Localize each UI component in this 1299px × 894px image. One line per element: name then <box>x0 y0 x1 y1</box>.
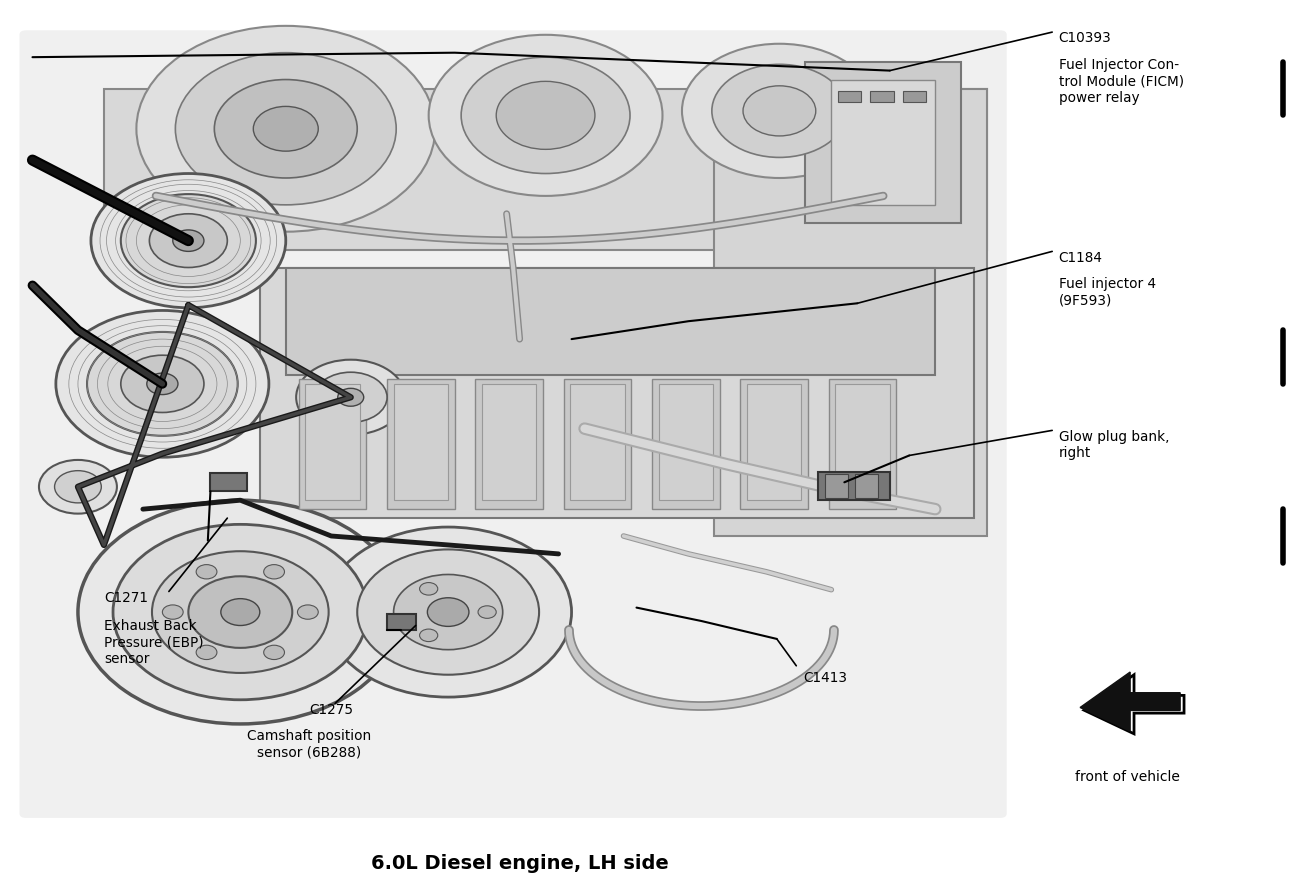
Circle shape <box>147 374 178 395</box>
Circle shape <box>55 471 101 503</box>
Circle shape <box>121 195 256 288</box>
Circle shape <box>314 373 387 423</box>
Polygon shape <box>1083 675 1183 734</box>
Circle shape <box>325 527 572 697</box>
Circle shape <box>496 82 595 150</box>
Circle shape <box>427 598 469 627</box>
Circle shape <box>196 645 217 660</box>
FancyBboxPatch shape <box>659 384 713 501</box>
Circle shape <box>743 87 816 137</box>
Circle shape <box>152 552 329 673</box>
Circle shape <box>149 215 227 268</box>
FancyBboxPatch shape <box>838 92 861 103</box>
Circle shape <box>429 36 662 197</box>
Circle shape <box>420 629 438 642</box>
Circle shape <box>214 80 357 179</box>
Text: Glow plug bank,
right: Glow plug bank, right <box>1059 429 1169 460</box>
FancyBboxPatch shape <box>835 384 890 501</box>
FancyBboxPatch shape <box>903 92 926 103</box>
Circle shape <box>357 550 539 675</box>
Text: C1271: C1271 <box>104 590 148 604</box>
FancyBboxPatch shape <box>831 80 935 206</box>
Circle shape <box>196 565 217 579</box>
FancyBboxPatch shape <box>714 89 987 536</box>
Text: C1184: C1184 <box>1059 250 1103 265</box>
Circle shape <box>188 577 292 648</box>
FancyBboxPatch shape <box>818 472 890 501</box>
Text: C1413: C1413 <box>803 670 847 685</box>
Circle shape <box>162 605 183 620</box>
Text: C1275: C1275 <box>309 702 353 716</box>
FancyBboxPatch shape <box>747 384 801 501</box>
FancyBboxPatch shape <box>387 380 455 510</box>
Circle shape <box>173 231 204 252</box>
FancyBboxPatch shape <box>482 384 536 501</box>
FancyBboxPatch shape <box>740 380 808 510</box>
FancyBboxPatch shape <box>870 92 894 103</box>
Circle shape <box>264 645 284 660</box>
Text: Fuel injector 4
(9F593): Fuel injector 4 (9F593) <box>1059 277 1156 308</box>
Text: C10393: C10393 <box>1059 31 1112 46</box>
Circle shape <box>682 45 877 179</box>
Circle shape <box>420 583 438 595</box>
Circle shape <box>297 605 318 620</box>
FancyBboxPatch shape <box>260 268 974 519</box>
Circle shape <box>461 58 630 174</box>
FancyBboxPatch shape <box>564 380 631 510</box>
FancyBboxPatch shape <box>394 384 448 501</box>
FancyBboxPatch shape <box>299 380 366 510</box>
Circle shape <box>56 311 269 458</box>
FancyBboxPatch shape <box>570 384 625 501</box>
FancyBboxPatch shape <box>387 614 416 630</box>
Circle shape <box>221 599 260 626</box>
Text: Fuel Injector Con-
trol Module (FICM)
power relay: Fuel Injector Con- trol Module (FICM) po… <box>1059 58 1183 105</box>
FancyBboxPatch shape <box>104 89 987 250</box>
Circle shape <box>136 27 435 232</box>
Circle shape <box>91 174 286 308</box>
FancyBboxPatch shape <box>19 31 1007 818</box>
FancyBboxPatch shape <box>475 380 543 510</box>
FancyBboxPatch shape <box>829 380 896 510</box>
Circle shape <box>712 65 847 158</box>
Circle shape <box>39 460 117 514</box>
FancyBboxPatch shape <box>855 475 878 498</box>
Circle shape <box>264 565 284 579</box>
Circle shape <box>338 389 364 407</box>
Polygon shape <box>1081 672 1179 731</box>
FancyBboxPatch shape <box>805 63 961 224</box>
Circle shape <box>121 356 204 413</box>
Text: Exhaust Back
Pressure (EBP)
sensor: Exhaust Back Pressure (EBP) sensor <box>104 619 204 665</box>
Circle shape <box>394 575 503 650</box>
Circle shape <box>87 333 238 436</box>
Circle shape <box>296 360 405 435</box>
Circle shape <box>253 107 318 152</box>
Circle shape <box>478 606 496 619</box>
FancyBboxPatch shape <box>286 268 935 375</box>
FancyBboxPatch shape <box>305 384 360 501</box>
Text: front of vehicle: front of vehicle <box>1076 769 1179 783</box>
Circle shape <box>78 501 403 724</box>
FancyBboxPatch shape <box>825 475 848 498</box>
Circle shape <box>113 525 368 700</box>
Text: 6.0L Diesel engine, LH side: 6.0L Diesel engine, LH side <box>370 853 669 872</box>
Text: Camshaft position
sensor (6B288): Camshaft position sensor (6B288) <box>247 729 372 759</box>
FancyBboxPatch shape <box>652 380 720 510</box>
Circle shape <box>175 54 396 206</box>
FancyBboxPatch shape <box>210 474 247 492</box>
